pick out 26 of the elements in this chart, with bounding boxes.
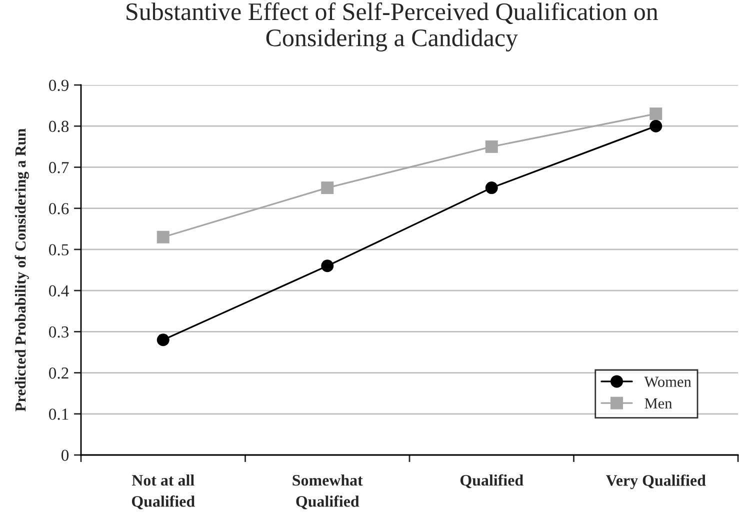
chart-title: Substantive Effect of Self-Perceived Qualification on Considering a Candidacy [126,2,658,52]
y-tick-label: 0.4 [48,285,69,297]
x-tick-label: Very Qualified [606,474,706,490]
y-tick-label: 0.1 [48,408,68,420]
point [321,182,334,194]
y-tick-label: 0 [61,450,69,461]
y-tick-label: 0.8 [48,120,69,132]
point [485,182,498,194]
legend-label: Men [644,398,672,409]
y-tick-label: 0.7 [48,162,69,174]
x-tick-label: Somewhat Qualified [292,474,363,510]
legend-label: Women [644,376,692,388]
point [650,120,662,132]
point [321,260,334,272]
x-tick-label: Not at all Qualified [132,474,195,510]
x-tick-label: Qualified [460,474,524,488]
y-tick-label: 0.2 [48,367,68,379]
y-tick-label: 0.9 [48,80,69,92]
point [156,230,170,244]
y-axis-title: Predicted Probability of Considering a Run [14,128,29,412]
y-tick-label: 0.5 [48,244,69,256]
y-tick-label: 0.6 [48,203,69,214]
point [650,108,662,120]
point [485,140,498,153]
y-tick-label: 0.3 [48,326,69,338]
point [156,334,170,346]
